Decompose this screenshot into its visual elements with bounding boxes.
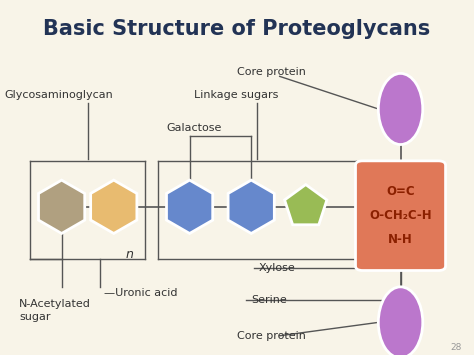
Text: Serine: Serine [251,295,287,305]
Text: Galactose: Galactose [166,123,221,133]
Text: O-CH₂C-H: O-CH₂C-H [369,209,432,222]
Text: 28: 28 [451,343,462,352]
Polygon shape [38,180,85,234]
Text: Basic Structure of Proteoglycans: Basic Structure of Proteoglycans [44,19,430,39]
Text: Core protein: Core protein [237,67,306,77]
Polygon shape [284,185,327,225]
Text: —Uronic acid: —Uronic acid [104,288,178,298]
FancyBboxPatch shape [356,161,446,271]
Text: N-H: N-H [388,233,413,246]
Ellipse shape [378,73,423,144]
Text: Xylose: Xylose [258,263,295,273]
Text: N-Acetylated
sugar: N-Acetylated sugar [19,299,91,322]
Ellipse shape [378,287,423,355]
Polygon shape [91,180,137,234]
Polygon shape [166,180,213,234]
Text: Linkage sugars: Linkage sugars [194,90,279,100]
Polygon shape [228,180,274,234]
Text: Core protein: Core protein [237,331,306,341]
Text: Glycosaminoglycan: Glycosaminoglycan [5,90,113,100]
Text: O=C: O=C [386,185,415,198]
Text: n: n [126,248,134,261]
